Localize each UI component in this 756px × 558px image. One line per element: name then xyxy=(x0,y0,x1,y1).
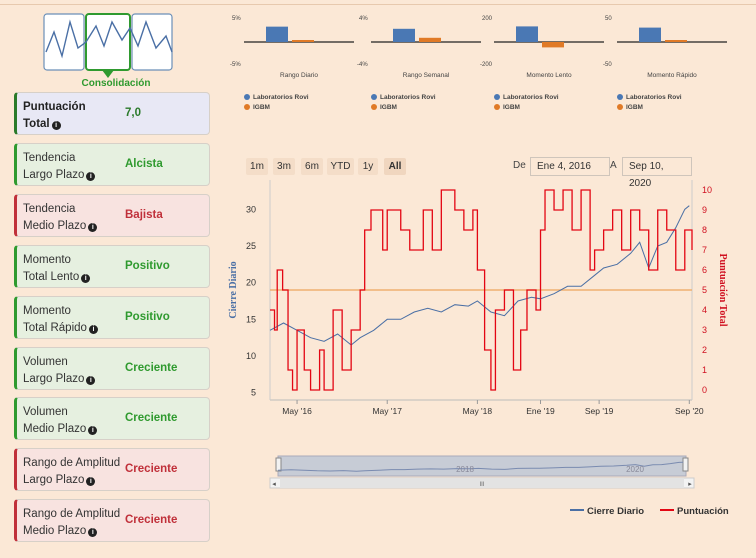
range-button[interactable]: 6m xyxy=(301,158,323,175)
info-icon[interactable]: i xyxy=(88,325,98,334)
info-icon[interactable]: i xyxy=(88,223,98,232)
metric-value: Alcista xyxy=(125,158,163,170)
metric-label: Tendencia Medio Plazo i xyxy=(23,201,98,235)
navigator-left-handle[interactable] xyxy=(275,457,282,472)
metric-value: Creciente xyxy=(125,463,178,475)
metric-card[interactable]: Rango de Amplitud Medio Plazo i Creciente xyxy=(14,499,210,542)
mini-bar-chart: 4% -4% Rango Semanal Laboratorios Rovi IGBM xyxy=(357,14,481,118)
navigator-year-label: 2018 xyxy=(456,465,474,474)
metric-card[interactable]: Rango de Amplitud Largo Plazo i Creciente xyxy=(14,448,210,491)
metric-card[interactable]: Tendencia Largo Plazo i Alcista xyxy=(14,143,210,186)
date-to-input[interactable]: Sep 10, 2020 xyxy=(622,157,692,189)
y-tick-label: 50 xyxy=(605,16,612,22)
metric-value: Creciente xyxy=(125,514,178,526)
metric-label: Rango de Amplitud Largo Plazo i xyxy=(23,457,121,486)
navigator-year-label: 2020 xyxy=(626,465,644,474)
info-icon[interactable]: i xyxy=(88,426,98,435)
metric-label: Puntuación Total i xyxy=(23,101,86,130)
range-button[interactable]: YTD xyxy=(327,158,354,175)
mini-bar-chart: 5% -5% Rango Diario Laboratorios Rovi IGBM xyxy=(230,14,354,118)
date-from-input[interactable]: Ene 4, 2016 xyxy=(530,157,610,176)
info-icon[interactable]: i xyxy=(86,172,96,181)
navigator-window xyxy=(277,455,687,477)
y-tick-label: 200 xyxy=(482,16,493,22)
metric-card[interactable]: Momento Total Lento i Positivo xyxy=(14,245,210,288)
y-tick-label: -200 xyxy=(480,62,493,68)
metric-card[interactable]: Volumen Largo Plazo i Creciente xyxy=(14,347,210,390)
info-icon[interactable]: i xyxy=(86,477,96,486)
y-tick-label: 4% xyxy=(359,16,368,22)
bar xyxy=(393,28,415,42)
metric-label: Volumen Largo Plazo i xyxy=(23,354,96,388)
mini-chart-title: Rango Semanal xyxy=(402,72,450,79)
range-button[interactable]: All xyxy=(384,158,406,175)
mini-bar-chart: 200 -200 Momento Lento Laboratorios Rovi IGB… xyxy=(480,14,604,118)
bar xyxy=(266,26,288,42)
legend-item: Laboratorios Rovi xyxy=(494,94,559,101)
bar xyxy=(419,37,441,42)
metric-value: 7,0 xyxy=(125,107,141,119)
top-divider xyxy=(0,4,756,5)
scroll-left-icon[interactable]: ◂ xyxy=(272,481,276,488)
metric-label: Rango de Amplitud Medio Plazo i xyxy=(23,508,121,537)
metric-label: Volumen Medio Plazo i xyxy=(23,404,98,438)
bar xyxy=(665,40,687,42)
info-icon[interactable]: i xyxy=(88,528,98,537)
metric-label: Momento Total Lento i xyxy=(23,252,91,286)
y-tick-label: -5% xyxy=(230,62,241,68)
range-button[interactable]: 3m xyxy=(273,158,295,175)
consolidation-logo xyxy=(42,12,174,90)
mini-chart-title: Momento Lento xyxy=(526,72,572,79)
scrollbar-thumb[interactable] xyxy=(280,478,684,488)
y-tick-label: -4% xyxy=(357,62,368,68)
legend-item: Laboratorios Rovi xyxy=(244,94,309,101)
legend-item-puntuacion[interactable]: Puntuación xyxy=(660,506,729,517)
legend-item-cierre-diario[interactable]: Cierre Diario xyxy=(570,506,644,517)
info-icon[interactable]: i xyxy=(81,274,91,283)
metric-card[interactable]: Tendencia Medio Plazo i Bajista xyxy=(14,194,210,237)
range-button[interactable]: 1m xyxy=(246,158,268,175)
bar xyxy=(516,26,538,42)
legend-item: Laboratorios Rovi xyxy=(617,94,682,101)
range-button[interactable]: 1y xyxy=(358,158,378,175)
metric-card[interactable]: Momento Total Rápido i Positivo xyxy=(14,296,210,339)
metric-value: Creciente xyxy=(125,362,178,374)
legend-item: Laboratorios Rovi xyxy=(371,94,436,101)
bar xyxy=(542,42,564,48)
bar xyxy=(292,40,314,42)
navigator-series xyxy=(277,461,684,472)
y-tick-label: 5% xyxy=(232,16,241,22)
y-tick-label: -50 xyxy=(603,62,612,68)
navigator-right-handle[interactable] xyxy=(682,457,689,472)
mini-chart-title: Rango Diario xyxy=(280,72,318,79)
date-from-label: De xyxy=(513,160,526,171)
legend-item: IGBM xyxy=(244,104,270,111)
metric-value: Bajista xyxy=(125,209,163,221)
scroll-right-icon[interactable]: ▸ xyxy=(688,481,692,488)
legend-item: IGBM xyxy=(617,104,643,111)
metric-value: Positivo xyxy=(125,260,170,272)
legend-item: IGBM xyxy=(371,104,397,111)
info-icon[interactable]: i xyxy=(86,376,96,385)
metric-label: Momento Total Rápido i xyxy=(23,303,98,337)
legend-item: IGBM xyxy=(494,104,520,111)
mini-bar-chart: 50 -50 Momento Rápido Laboratorios Rovi IGBM xyxy=(603,14,727,118)
metric-card[interactable]: Volumen Medio Plazo i Creciente xyxy=(14,397,210,440)
date-to-label: A xyxy=(610,160,617,171)
metric-card[interactable]: Puntuación Total i 7,0 xyxy=(14,92,210,135)
metric-label: Tendencia Largo Plazo i xyxy=(23,150,96,184)
scroll-grip: III xyxy=(479,482,484,488)
mini-chart-title: Momento Rápido xyxy=(647,72,697,79)
info-icon[interactable]: i xyxy=(51,121,61,130)
metric-value: Creciente xyxy=(125,412,178,424)
bar xyxy=(639,27,661,42)
metric-value: Positivo xyxy=(125,311,170,323)
logo-label: Consolidación xyxy=(81,78,151,89)
